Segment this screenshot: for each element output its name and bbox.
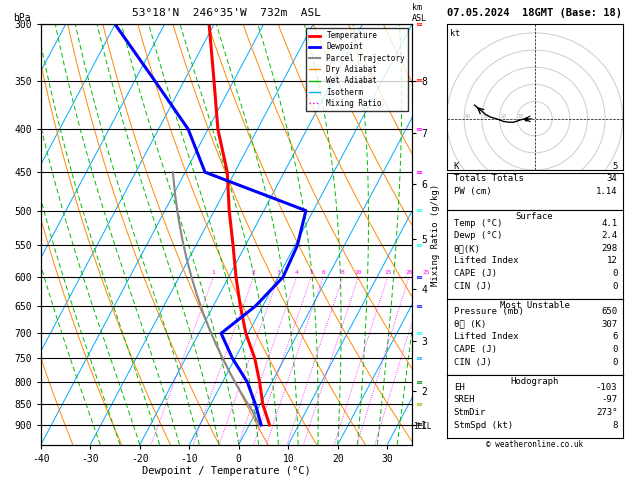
Text: 5: 5 [612, 162, 618, 171]
Text: 650: 650 [601, 307, 618, 316]
Text: ≡: ≡ [415, 420, 422, 430]
Text: 2: 2 [252, 270, 255, 276]
Text: 20: 20 [405, 270, 413, 276]
Text: 307: 307 [601, 320, 618, 329]
Text: 34: 34 [607, 174, 618, 183]
Text: 0: 0 [612, 269, 618, 278]
Text: SREH: SREH [454, 396, 475, 404]
Text: CIN (J): CIN (J) [454, 358, 491, 366]
Text: 10: 10 [518, 114, 524, 119]
Text: 6: 6 [321, 270, 325, 276]
Text: Hodograph: Hodograph [511, 377, 559, 385]
Text: 0: 0 [612, 358, 618, 366]
Text: Temp (°C): Temp (°C) [454, 219, 502, 227]
Text: -97: -97 [601, 396, 618, 404]
Text: Lifted Index: Lifted Index [454, 257, 518, 265]
Text: 273°: 273° [596, 408, 618, 417]
Legend: Temperature, Dewpoint, Parcel Trajectory, Dry Adiabat, Wet Adiabat, Isotherm, Mi: Temperature, Dewpoint, Parcel Trajectory… [306, 28, 408, 111]
Text: EH: EH [454, 383, 464, 392]
Text: ≡: ≡ [415, 302, 422, 311]
Text: ≡: ≡ [415, 20, 422, 29]
Text: ≡: ≡ [415, 76, 422, 85]
Text: θᴇ(K): θᴇ(K) [454, 244, 481, 253]
Text: 298: 298 [601, 244, 618, 253]
Y-axis label: Mixing Ratio (g/kg): Mixing Ratio (g/kg) [431, 183, 440, 286]
Text: 10: 10 [355, 270, 362, 276]
Text: Lifted Index: Lifted Index [454, 332, 518, 341]
Text: 4: 4 [295, 270, 299, 276]
Text: 6: 6 [612, 332, 618, 341]
Text: 1: 1 [211, 270, 215, 276]
Text: ≡: ≡ [415, 125, 422, 134]
Text: ≡: ≡ [415, 241, 422, 250]
Text: 5: 5 [309, 270, 313, 276]
Text: -103: -103 [596, 383, 618, 392]
Text: km
ASL: km ASL [412, 3, 427, 23]
Text: 2.4: 2.4 [601, 231, 618, 240]
Text: © weatheronline.co.uk: © weatheronline.co.uk [486, 440, 583, 449]
Text: CIN (J): CIN (J) [454, 282, 491, 291]
Text: 1.14: 1.14 [596, 187, 618, 196]
Text: Totals Totals: Totals Totals [454, 174, 523, 183]
Text: 8: 8 [341, 270, 345, 276]
Text: Surface: Surface [516, 212, 554, 221]
Text: K: K [454, 162, 459, 171]
Text: 07.05.2024  18GMT (Base: 18): 07.05.2024 18GMT (Base: 18) [447, 8, 621, 18]
Text: 30: 30 [482, 114, 489, 119]
Text: ≡: ≡ [415, 206, 422, 215]
Text: Dewp (°C): Dewp (°C) [454, 231, 502, 240]
Text: hPa: hPa [13, 13, 31, 23]
Text: StmDir: StmDir [454, 408, 486, 417]
Text: 8: 8 [612, 421, 618, 430]
Text: 20: 20 [500, 114, 506, 119]
Text: CAPE (J): CAPE (J) [454, 345, 497, 354]
Text: ≡: ≡ [415, 273, 422, 281]
Text: 4.1: 4.1 [601, 219, 618, 227]
Text: ≡: ≡ [415, 399, 422, 409]
Text: StmSpd (kt): StmSpd (kt) [454, 421, 513, 430]
Text: 53°18'N  246°35'W  732m  ASL: 53°18'N 246°35'W 732m ASL [132, 8, 321, 18]
X-axis label: Dewpoint / Temperature (°C): Dewpoint / Temperature (°C) [142, 467, 311, 476]
Text: PW (cm): PW (cm) [454, 187, 491, 196]
Text: ≡: ≡ [415, 168, 422, 177]
Text: 1LCL: 1LCL [413, 422, 431, 432]
Text: 12: 12 [607, 257, 618, 265]
Text: 40: 40 [465, 114, 471, 119]
Text: 0: 0 [612, 282, 618, 291]
Text: kt: kt [450, 29, 460, 38]
Text: 15: 15 [384, 270, 391, 276]
Text: Pressure (mb): Pressure (mb) [454, 307, 523, 316]
Text: ≡: ≡ [415, 378, 422, 386]
Text: Most Unstable: Most Unstable [499, 301, 570, 310]
Text: θᴇ (K): θᴇ (K) [454, 320, 486, 329]
Text: 25: 25 [422, 270, 430, 276]
Text: CAPE (J): CAPE (J) [454, 269, 497, 278]
Text: ≡: ≡ [415, 354, 422, 363]
Text: 0: 0 [612, 345, 618, 354]
Text: 3: 3 [277, 270, 281, 276]
Text: ≡: ≡ [415, 329, 422, 338]
